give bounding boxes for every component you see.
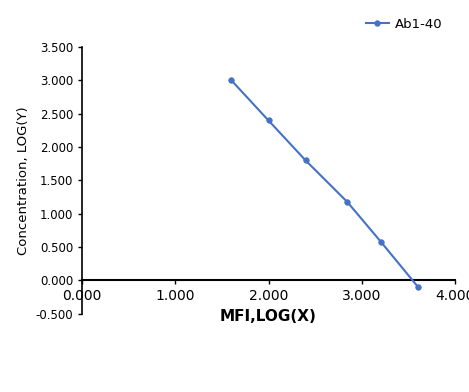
Y-axis label: Concentration, LOG(Y): Concentration, LOG(Y) — [17, 106, 30, 255]
Ab1-40 — [415, 284, 421, 289]
X-axis label: MFI,LOG(X): MFI,LOG(X) — [220, 309, 317, 324]
Ab1-40 — [378, 239, 384, 244]
Ab1-40 — [344, 200, 350, 204]
Ab1-40 — [265, 118, 271, 123]
Ab1-40 — [303, 158, 309, 163]
Ab1-40 — [228, 78, 234, 83]
Legend: Ab1-40: Ab1-40 — [360, 13, 447, 36]
Line: Ab1-40: Ab1-40 — [228, 78, 421, 290]
